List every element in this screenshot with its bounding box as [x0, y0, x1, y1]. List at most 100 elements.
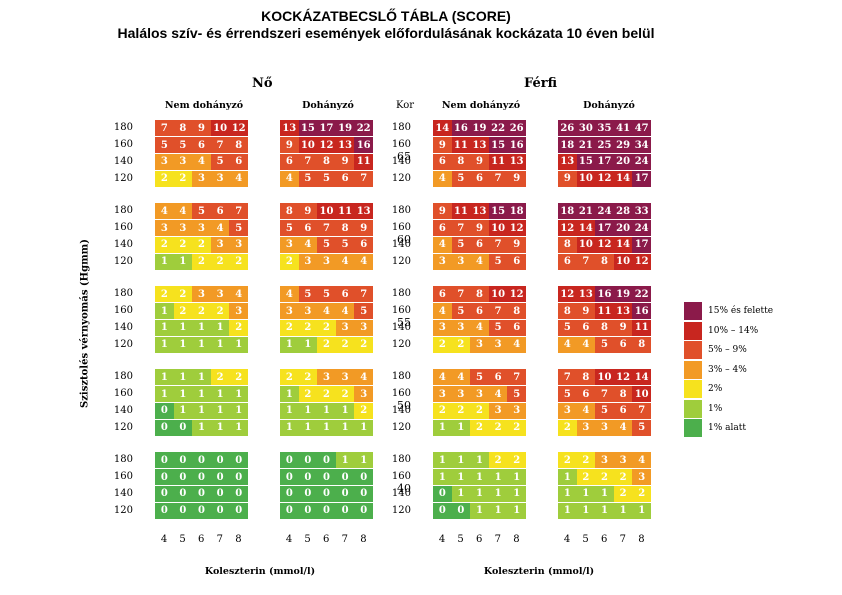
risk-cell: 4 [470, 319, 489, 337]
risk-cell: 35 [595, 120, 614, 137]
risk-cell: 41 [613, 120, 633, 137]
risk-cell: 3 [229, 236, 248, 254]
risk-cell: 4 [558, 336, 577, 354]
risk-cell: 4 [192, 153, 211, 171]
risk-cell: 5 [595, 402, 614, 420]
risk-cell: 15 [488, 136, 508, 154]
risk-cell: 6 [192, 136, 211, 154]
risk-cell: 0 [229, 468, 248, 486]
risk-cell: 2 [210, 369, 230, 386]
risk-cell: 6 [433, 286, 452, 303]
risk-cell: 6 [470, 236, 489, 254]
risk-cell: 0 [210, 485, 230, 503]
legend-swatch [684, 399, 702, 418]
legend-swatch [684, 341, 702, 359]
risk-cell: 3 [210, 286, 230, 303]
risk-cell: 1 [507, 502, 526, 520]
risk-cell: 1 [558, 502, 577, 520]
risk-cell: 2 [229, 253, 248, 271]
legend-label: 1% [708, 403, 723, 414]
risk-cell: 6 [470, 170, 489, 188]
cholesterol-tick: 8 [235, 534, 242, 545]
risk-cell: 1 [632, 502, 651, 520]
risk-cell: 3 [470, 385, 489, 403]
risk-cell: 2 [576, 452, 596, 469]
risk-cell: 1 [229, 402, 248, 420]
risk-cell: 1 [229, 419, 248, 437]
risk-cell: 3 [595, 452, 614, 469]
risk-cell: 3 [433, 319, 452, 337]
risk-cell: 5 [488, 319, 508, 337]
risk-cell: 14 [576, 219, 596, 237]
risk-cell: 1 [192, 385, 211, 403]
risk-cell: 22 [354, 120, 373, 137]
cholesterol-tick: 4 [285, 534, 293, 545]
bp-label-left: 180 [113, 454, 133, 465]
bp-label-left: 160 [113, 387, 133, 399]
risk-cell: 16 [354, 136, 373, 154]
risk-cell: 2 [192, 236, 211, 254]
risk-cell: 7 [354, 286, 373, 303]
risk-cell: 4 [576, 402, 596, 420]
risk-cell: 0 [433, 502, 452, 520]
risk-cell: 0 [354, 502, 373, 520]
age-label: 40 [397, 482, 411, 495]
risk-cell: 19 [335, 120, 355, 137]
risk-cell: 8 [451, 153, 471, 171]
risk-cell: 8 [229, 136, 248, 154]
risk-cell: 4 [451, 369, 471, 386]
risk-cell: 1 [595, 502, 614, 520]
bp-label-left: 160 [113, 470, 133, 482]
risk-cell: 8 [558, 236, 577, 254]
risk-cell: 12 [558, 219, 577, 237]
cholesterol-tick: 7 [619, 534, 626, 545]
risk-cell: 2 [507, 452, 526, 469]
risk-cell: 1 [613, 502, 633, 520]
risk-cell: 9 [280, 136, 299, 154]
risk-cell: 6 [576, 385, 596, 403]
bp-label-left: 120 [113, 338, 133, 350]
risk-cell: 6 [613, 336, 633, 354]
bp-label-mid: 160 [391, 470, 411, 482]
risk-cell: 1 [155, 336, 174, 354]
risk-cell: 1 [354, 452, 373, 469]
risk-cell: 6 [488, 369, 508, 386]
risk-cell: 8 [632, 336, 651, 354]
bp-label-left: 180 [113, 288, 133, 299]
risk-cell: 13 [507, 153, 526, 171]
col-header-female-smoker: Dohányzó [302, 100, 354, 111]
risk-cell: 6 [210, 203, 230, 220]
risk-cell: 1 [558, 468, 577, 486]
risk-cell: 6 [613, 402, 633, 420]
risk-cell: 1 [576, 502, 596, 520]
risk-cell: 4 [507, 336, 526, 354]
risk-cell: 11 [595, 302, 614, 320]
risk-cell: 0 [298, 452, 318, 469]
risk-cell: 0 [229, 485, 248, 503]
risk-cell: 4 [470, 253, 489, 271]
risk-cell: 9 [192, 120, 211, 137]
risk-cell: 0 [280, 502, 299, 520]
risk-cell: 10 [317, 203, 336, 220]
risk-cell: 0 [229, 452, 248, 469]
bp-label-mid: 180 [391, 454, 411, 465]
cholesterol-tick: 5 [457, 534, 464, 545]
risk-cell: 2 [433, 402, 452, 420]
risk-cell: 8 [470, 286, 489, 303]
risk-cell: 7 [488, 170, 508, 188]
risk-cell: 4 [280, 170, 299, 188]
risk-cell: 1 [298, 336, 318, 354]
risk-cell: 1 [173, 319, 193, 337]
risk-cell: 1 [173, 336, 193, 354]
risk-cell: 11 [488, 153, 508, 171]
risk-cell: 7 [558, 369, 577, 386]
risk-cell: 2 [558, 452, 577, 469]
risk-cell: 1 [280, 402, 299, 420]
risk-cell: 22 [632, 286, 651, 303]
y-axis-label: Szisztolés vérnyomás (Hgmm) [79, 239, 91, 408]
risk-cell: 2 [470, 402, 489, 420]
risk-cell: 18 [558, 203, 577, 220]
risk-cell: 14 [613, 236, 633, 254]
risk-cell: 10 [576, 236, 596, 254]
risk-cell: 2 [488, 419, 508, 437]
